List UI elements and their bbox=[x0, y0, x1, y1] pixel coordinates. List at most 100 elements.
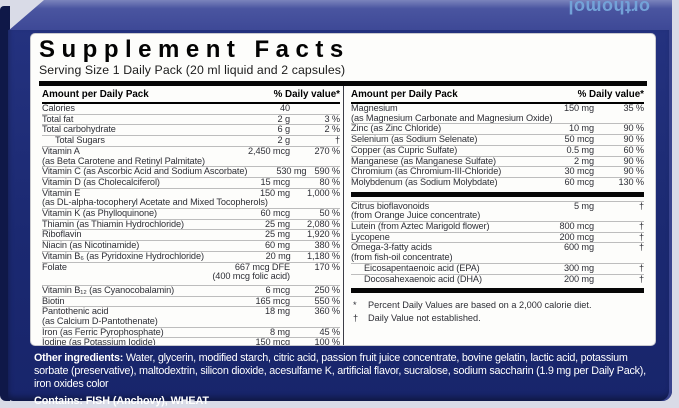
row-daily-value: † bbox=[334, 135, 340, 146]
row-main-line: Total Sugars 2 g † bbox=[42, 135, 340, 146]
row-daily-value: 100 % bbox=[314, 337, 340, 346]
row-daily-value: 2 % bbox=[324, 124, 340, 135]
row-label: Zinc (as Zinc Chloride) bbox=[351, 123, 442, 134]
row-amount: 165 mcg bbox=[255, 295, 290, 306]
row-main-line: Vitamin E 150 mg 1,000 % bbox=[42, 187, 340, 199]
table-row: Pantothenic acid 18 mg 360 % (as Calcium D-… bbox=[42, 306, 340, 326]
column-header-dv: % Daily value* bbox=[577, 89, 644, 100]
row-daily-value: † bbox=[638, 200, 644, 211]
box-top-face: orthomol Vital m bbox=[8, 0, 672, 31]
row-amount: 150 mg bbox=[563, 103, 594, 113]
row-label: Eicosapentaenoic acid (EPA) bbox=[364, 262, 480, 273]
box-left-side bbox=[0, 6, 10, 401]
column-header: Amount per Daily Pack % Daily value* bbox=[351, 86, 644, 104]
table-row: Lutein (from Aztec Marigold flower) 800 m… bbox=[351, 221, 644, 232]
table-row: Total fat 2 g 3 % bbox=[42, 113, 340, 125]
row-daily-value: 130 % bbox=[618, 176, 644, 187]
table-row: Omega-3-fatty acids 600 mg † (from fish-oil… bbox=[351, 242, 644, 262]
table-row: Vitamin A 2,450 mcg 270 % (as Beta Carotene… bbox=[42, 145, 340, 166]
row-main-line: Biotin 165 mcg 550 % bbox=[42, 295, 340, 307]
table-row: Eicosapentaenoic acid (EPA) 300 mg † bbox=[351, 262, 644, 274]
row-label: Iodine (as Potassium Iodide) bbox=[42, 337, 156, 346]
row-amount: 40 bbox=[279, 103, 290, 113]
nutrition-table: Amount per Daily Pack % Daily value* Cal… bbox=[39, 86, 647, 346]
row-amount: 6 mcg bbox=[265, 284, 290, 295]
row-amount: 150 mcg bbox=[255, 337, 290, 346]
other-ingredients-text: Water, glycerin, modified starch, citric… bbox=[34, 352, 646, 390]
row-sublabel: (as Magnesium Carbonate and Magnesium Ox… bbox=[351, 112, 553, 123]
row-label: Vitamin C (as Ascorbic Acid and Sodium A… bbox=[42, 166, 248, 177]
row-label: Vitamin B₁₂ (as Cyanocobalamin) bbox=[42, 284, 175, 295]
row-label: Iron (as Ferric Pyrophosphate) bbox=[42, 326, 164, 337]
supplement-facts-panel: Supplement Facts Serving Size 1 Daily Pa… bbox=[30, 33, 656, 346]
nutrient-rows-right: Magnesium 150 mg 35 % (as Magnesium Carbona… bbox=[351, 103, 644, 324]
row-daily-value: 1,000 % bbox=[306, 187, 340, 198]
column-header: Amount per Daily Pack % Daily value* bbox=[42, 86, 340, 104]
row-dv-spacer bbox=[290, 272, 340, 282]
table-row: Magnesium 150 mg 35 % (as Magnesium Carbona… bbox=[351, 103, 644, 123]
row-main-line: Magnesium 150 mg 35 % bbox=[351, 103, 644, 114]
row-subamount: (400 mcg folic acid) bbox=[212, 271, 290, 282]
row-daily-value: 90 % bbox=[623, 155, 644, 166]
row-daily-value: 1,180 % bbox=[306, 250, 340, 261]
row-main-line: Docosahexaenoic acid (DHA) 200 mg † bbox=[351, 273, 644, 285]
section-divider-bar bbox=[351, 288, 644, 294]
row-daily-value: 90 % bbox=[623, 166, 644, 177]
row-label: Total Sugars bbox=[55, 135, 105, 146]
table-row: Copper (as Cupric Sulfate) 0.5 mg 60 % bbox=[351, 144, 644, 156]
row-amount: 60 mg bbox=[264, 240, 290, 251]
serving-size-text: Serving Size 1 Daily Pack (20 ml liquid … bbox=[39, 63, 346, 77]
column-header-amount: Amount per Daily Pack bbox=[42, 89, 149, 100]
row-main-line: Copper (as Cupric Sulfate) 0.5 mg 60 % bbox=[351, 144, 644, 156]
table-row: Selenium (as Sodium Selenate) 50 mcg 90 % bbox=[351, 134, 644, 145]
column-header-dv: % Daily value* bbox=[273, 89, 340, 100]
row-daily-value: 360 % bbox=[314, 306, 340, 317]
row-sublabel: (from fish-oil concentrate) bbox=[351, 252, 453, 263]
row-main-line: Selenium (as Sodium Selenate) 50 mcg 90 % bbox=[351, 134, 644, 145]
row-daily-value: 1,920 % bbox=[306, 229, 340, 240]
row-daily-value: 2,080 % bbox=[306, 218, 340, 229]
row-daily-value: † bbox=[638, 242, 644, 253]
row-amount: 2 mg bbox=[573, 155, 594, 166]
row-main-line: Lutein (from Aztec Marigold flower) 800 m… bbox=[351, 221, 644, 232]
row-amount: 20 mg bbox=[265, 250, 291, 261]
row-label: Total carbohydrate bbox=[42, 124, 116, 135]
brand-logo-text: orthomol bbox=[568, 0, 650, 17]
row-daily-value: 170 % bbox=[314, 261, 340, 272]
row-label: Selenium (as Sodium Selenate) bbox=[351, 134, 478, 145]
row-main-line: Pantothenic acid 18 mg 360 % bbox=[42, 307, 340, 317]
footnote: * Percent Daily Values are based on a 2,0… bbox=[351, 299, 644, 312]
table-row: Molybdenum (as Sodium Molybdate) 60 mcg 13… bbox=[351, 176, 644, 188]
row-amount: 600 mg bbox=[563, 242, 594, 253]
row-amount: 15 mcg bbox=[260, 176, 290, 187]
row-label: Chromium (as Chromium-III-Chloride) bbox=[351, 166, 502, 177]
row-daily-value: 60 % bbox=[623, 144, 644, 155]
row-main-line: Citrus bioflavonoids 5 mg † bbox=[351, 200, 644, 212]
table-row: Total Sugars 2 g † bbox=[42, 135, 340, 146]
row-amount: 200 mg bbox=[563, 273, 594, 284]
row-label: Lycopene bbox=[351, 231, 390, 242]
row-amount: 50 mcg bbox=[564, 134, 594, 145]
row-main-line: Vitamin B₆ (as Pyridoxine Hydrochloride)… bbox=[42, 250, 340, 262]
row-daily-value: 35 % bbox=[623, 103, 644, 113]
row-amount: 2 g bbox=[277, 113, 291, 124]
row-daily-value: 90 % bbox=[623, 134, 644, 145]
row-amount: 2,450 mcg bbox=[247, 145, 290, 156]
row-label: Riboflavin bbox=[42, 229, 82, 240]
table-row: Vitamin D (as Cholecalciferol) 15 mcg 80 % bbox=[42, 176, 340, 188]
row-label: Copper (as Cupric Sulfate) bbox=[351, 144, 458, 155]
row-daily-value: † bbox=[638, 262, 644, 273]
row-main-line: Iodine (as Potassium Iodide) 150 mcg 100 % bbox=[42, 337, 340, 346]
row-main-line: Riboflavin 25 mg 1,920 % bbox=[42, 230, 340, 240]
row-main-line: Vitamin C (as Ascorbic Acid and Sodium A… bbox=[42, 167, 340, 177]
column-header-amount: Amount per Daily Pack bbox=[351, 89, 458, 100]
table-row: Folate 667 mcg DFE 170 % (400 mcg folic aci… bbox=[42, 261, 340, 285]
row-main-line: Total fat 2 g 3 % bbox=[42, 113, 340, 125]
row-amount: 6 g bbox=[277, 124, 291, 135]
other-ingredients-line: Other ingredients: Water, glycerin, modi… bbox=[34, 352, 650, 390]
row-daily-value: 45 % bbox=[319, 326, 340, 337]
table-row: Calories 40 bbox=[42, 103, 340, 114]
row-amount: 800 mcg bbox=[559, 221, 594, 232]
table-row: Vitamin B₆ (as Pyridoxine Hydrochloride)… bbox=[42, 250, 340, 262]
